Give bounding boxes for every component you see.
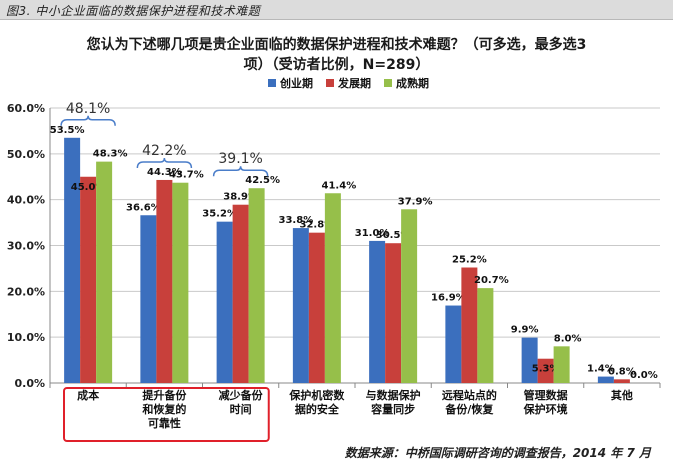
chart-title-line-1: 您认为下述哪几项是贵企业面临的数据保护进程和技术难题？（可多选，最多选3	[86, 37, 587, 53]
x-tick-label: 保护环境	[523, 402, 568, 416]
data-label: 35.2%	[202, 209, 237, 220]
data-label: 25.2%	[452, 255, 487, 266]
x-tick-label: 容量同步	[370, 402, 415, 416]
x-tick-label: 据的安全	[295, 402, 340, 416]
data-source: 数据来源：中桥国际调研咨询的调查报告，2014 年 7 月	[344, 446, 651, 460]
x-tick-label: 减少备份	[219, 388, 264, 402]
annotation-label: 48.1%	[66, 101, 110, 117]
data-label: 37.9%	[398, 196, 433, 207]
data-label: 45.0%	[71, 182, 106, 193]
bar	[613, 379, 630, 383]
bar	[537, 358, 554, 383]
bar	[64, 137, 81, 383]
legend-swatch	[326, 79, 334, 87]
bar	[324, 193, 341, 383]
bar	[445, 305, 462, 383]
data-label: 41.4%	[322, 180, 357, 191]
bar	[553, 346, 570, 383]
data-label: 38.9%	[223, 192, 258, 203]
data-label: 36.6%	[126, 202, 161, 213]
legend-label: 成熟期	[396, 76, 429, 90]
bar	[401, 209, 418, 383]
data-label: 0.0%	[630, 370, 658, 381]
bar	[461, 267, 478, 383]
data-label: 31.0%	[355, 228, 390, 239]
x-tick-label: 其他	[611, 388, 633, 402]
bar	[369, 240, 386, 383]
bracket	[60, 115, 116, 126]
y-tick-label: 40.0%	[7, 194, 45, 207]
bar	[140, 215, 157, 383]
data-label: 32.8%	[300, 220, 335, 231]
bar	[216, 221, 233, 383]
y-tick-label: 30.0%	[7, 240, 45, 253]
x-tick-label: 时间	[230, 402, 252, 416]
data-label: 20.7%	[474, 275, 509, 286]
annotation-label: 42.2%	[142, 143, 186, 159]
y-tick-label: 50.0%	[7, 148, 45, 161]
x-tick-label: 保护机密数	[288, 388, 345, 402]
data-label: 0.8%	[608, 366, 636, 377]
caption-bar: 图3. 中小企业面临的数据保护进程和技术难题	[0, 0, 673, 20]
x-tick-label: 提升备份	[142, 388, 187, 402]
chart-title-line-2: 项）（受访者比例，N=289）	[243, 57, 430, 73]
bar	[521, 337, 538, 383]
bar	[80, 176, 97, 383]
data-label: 53.5%	[50, 125, 85, 136]
data-label: 16.9%	[431, 293, 466, 304]
bar	[232, 204, 249, 383]
x-tick-label: 远程站点的	[442, 388, 497, 402]
data-label: 30.5%	[376, 230, 411, 241]
x-tick-label: 备份/恢复	[444, 402, 494, 416]
y-tick-label: 10.0%	[7, 331, 45, 344]
bar	[96, 161, 113, 383]
legend-label: 创业期	[279, 76, 313, 90]
bar	[156, 179, 173, 383]
x-tick-label: 与数据保护	[366, 388, 421, 402]
data-label: 1.4%	[587, 364, 615, 375]
figure-caption: 图3. 中小企业面临的数据保护进程和技术难题	[6, 4, 261, 18]
x-tick-label: 管理数据	[524, 388, 568, 402]
y-tick-label: 60.0%	[7, 102, 45, 115]
annotation-label: 39.1%	[218, 151, 262, 167]
bar	[292, 228, 309, 383]
legend-label: 发展期	[337, 76, 371, 90]
bar	[477, 288, 494, 383]
bar	[308, 232, 325, 383]
bar	[597, 376, 614, 383]
y-tick-label: 20.0%	[7, 285, 45, 298]
bar	[385, 243, 402, 383]
data-label: 43.7%	[169, 170, 204, 181]
data-label: 48.3%	[93, 149, 128, 160]
legend-swatch	[268, 79, 276, 87]
data-label: 5.3%	[532, 364, 560, 375]
data-label: 42.5%	[245, 175, 280, 186]
x-tick-label: 成本	[77, 388, 99, 402]
x-tick-label: 和恢复的	[142, 402, 186, 416]
data-label: 33.8%	[279, 215, 314, 226]
data-label: 44.3%	[147, 167, 182, 178]
bar	[172, 182, 189, 383]
legend-swatch	[384, 79, 392, 87]
data-label: 8.0%	[554, 333, 582, 344]
x-tick-label: 可靠性	[148, 416, 181, 430]
highlight-box	[63, 387, 270, 442]
y-tick-label: 0.0%	[14, 377, 45, 390]
data-label: 9.9%	[511, 325, 539, 336]
bar	[248, 188, 265, 383]
